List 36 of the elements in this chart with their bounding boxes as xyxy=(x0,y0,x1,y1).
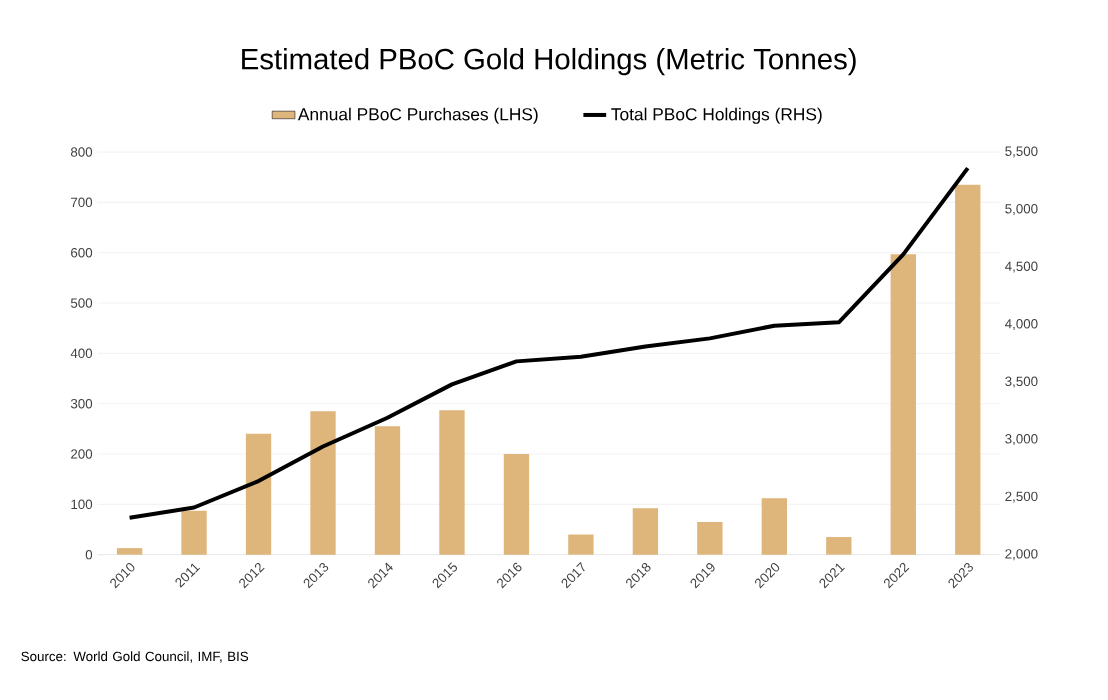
y-tick-label: 400 xyxy=(70,348,93,359)
chart-title: Estimated PBoC Gold Holdings (Metric Tonnes) xyxy=(242,47,856,76)
y-tick-label: 800 xyxy=(70,147,93,157)
bar xyxy=(439,410,465,555)
bar xyxy=(503,453,530,555)
source-note: Source: World Gold Council, IMF, BIS xyxy=(21,651,249,663)
y2-tick-label: 3,000 xyxy=(1005,434,1038,446)
bar xyxy=(116,548,143,555)
bar xyxy=(245,433,272,555)
legend-label: Total PBoC Holdings (RHS) xyxy=(611,107,822,124)
y2-tick-label: 2,500 xyxy=(1005,491,1038,503)
y2-tick-label: 4,500 xyxy=(1005,261,1038,273)
y-tick-label: 100 xyxy=(71,499,93,510)
y-tick-label: 200 xyxy=(71,449,93,459)
y2-tick-label: 3,500 xyxy=(1005,376,1038,388)
y2-tick-label: 4,000 xyxy=(1005,319,1038,331)
legend-label: Annual PBoC Purchases (LHS) xyxy=(297,107,538,124)
bar xyxy=(568,534,594,555)
bar xyxy=(181,510,207,555)
bar xyxy=(632,508,659,555)
line-series xyxy=(127,166,970,520)
y-tick-label: 500 xyxy=(70,298,93,308)
y-tick-label: 600 xyxy=(71,247,93,258)
y-tick-label: 300 xyxy=(70,398,93,409)
bar xyxy=(826,537,852,555)
bar xyxy=(310,411,336,555)
y2-tick-label: 5,500 xyxy=(1005,146,1038,158)
y2-tick-label: 5,000 xyxy=(1005,204,1038,216)
bar xyxy=(890,254,916,555)
y-tick-label: 700 xyxy=(71,197,93,208)
bar xyxy=(955,184,981,555)
y-tick-label: 0 xyxy=(85,549,93,560)
bar xyxy=(761,498,787,555)
y2-tick-label: 2,000 xyxy=(1005,549,1038,561)
bar xyxy=(697,521,723,555)
bar xyxy=(374,426,401,555)
